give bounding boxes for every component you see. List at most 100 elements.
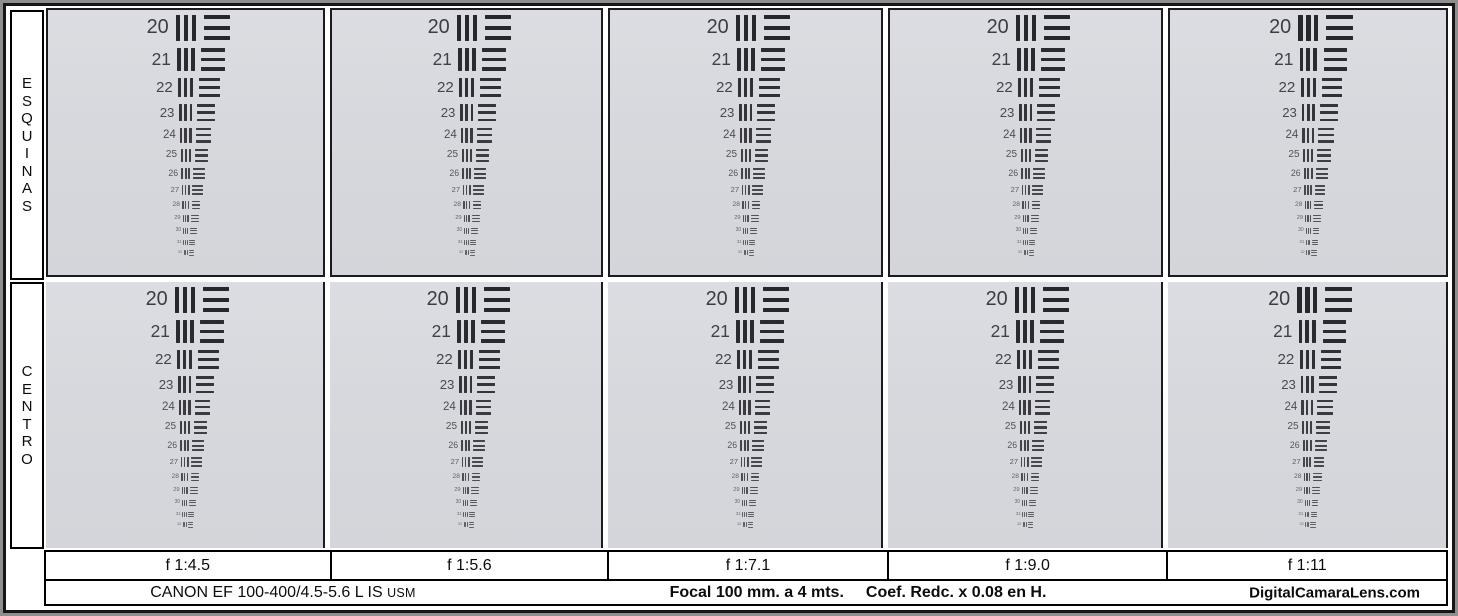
horizontal-bars-group	[191, 457, 202, 467]
vertical-bars-group	[183, 227, 189, 235]
vertical-bar	[1306, 48, 1311, 71]
test-pattern-row: 23	[155, 376, 215, 394]
horizontal-bar	[1323, 67, 1348, 71]
test-pattern-row: 26	[725, 440, 765, 452]
vertical-bar	[188, 376, 192, 394]
vertical-bar	[1020, 149, 1023, 162]
vertical-bar	[1026, 472, 1028, 482]
vertical-bars-group	[183, 250, 188, 256]
vertical-bar	[465, 149, 468, 162]
horizontal-bars-group	[748, 511, 755, 518]
horizontal-bars-group	[762, 287, 790, 313]
horizontal-bar	[189, 239, 196, 241]
vertical-bars-group	[1019, 104, 1033, 122]
vertical-bar	[1306, 104, 1310, 122]
vertical-bar	[1299, 48, 1304, 71]
horizontal-bar	[191, 457, 202, 459]
test-pattern-row: 24	[1281, 399, 1333, 415]
horizontal-bar	[1319, 104, 1338, 108]
test-pattern-row: 26	[165, 440, 205, 452]
horizontal-bars-group	[1033, 168, 1046, 180]
horizontal-bars-group	[470, 499, 477, 507]
horizontal-bar	[1033, 431, 1048, 434]
vertical-bar	[1309, 472, 1311, 482]
horizontal-bar	[474, 421, 489, 424]
horizontal-bar	[753, 177, 766, 180]
row-label-letter: I	[24, 145, 30, 162]
vertical-bars-group	[461, 440, 471, 452]
test-pattern-row: 28	[1010, 472, 1040, 482]
horizontal-bar	[473, 185, 484, 187]
horizontal-bar	[468, 522, 475, 524]
horizontal-bar	[1039, 86, 1060, 90]
pattern-number: 22	[436, 79, 454, 97]
test-pattern-row: 30	[455, 227, 478, 235]
vertical-bar	[467, 457, 470, 467]
vertical-bar	[1305, 214, 1307, 223]
horizontal-bar	[188, 252, 195, 254]
test-pattern-row: 28	[1011, 200, 1041, 210]
vertical-bar	[1023, 486, 1026, 495]
pattern-number: 26	[168, 168, 179, 179]
horizontal-bar	[480, 86, 501, 90]
horizontal-bars-group	[479, 349, 500, 370]
horizontal-bar	[748, 254, 755, 256]
vertical-bar	[1304, 486, 1306, 495]
horizontal-bars-group	[750, 214, 759, 223]
pattern-number: 21	[711, 48, 731, 69]
horizontal-bar	[751, 200, 761, 203]
vertical-bar	[1022, 320, 1027, 343]
vertical-bar	[1303, 168, 1306, 180]
vertical-bar	[1018, 376, 1021, 394]
pattern-number: 27	[1292, 457, 1301, 467]
vertical-bars-group	[739, 127, 752, 143]
vertical-bar	[746, 486, 748, 495]
vertical-bar	[464, 15, 470, 41]
horizontal-bar	[1313, 461, 1325, 463]
test-pattern-row: 31	[1298, 239, 1318, 246]
horizontal-bar	[1031, 207, 1041, 210]
horizontal-bar	[1318, 134, 1334, 137]
test-pattern-row: 30	[1013, 499, 1036, 507]
horizontal-bar	[1032, 189, 1043, 191]
test-pattern-row: 32	[1298, 522, 1316, 528]
horizontal-bar	[755, 134, 772, 137]
pattern-number: 30	[1015, 227, 1022, 234]
vertical-bar	[1015, 15, 1021, 41]
vertical-bar	[186, 499, 188, 507]
horizontal-bars-group	[468, 522, 475, 528]
horizontal-bar	[1036, 390, 1055, 394]
vertical-bars-group	[459, 77, 475, 98]
pattern-number: 27	[1293, 185, 1302, 195]
test-pattern-row: 28	[170, 472, 200, 482]
vertical-bar	[1020, 457, 1023, 467]
pattern-number: 23	[158, 377, 174, 393]
horizontal-bar	[1033, 426, 1048, 429]
horizontal-bar	[1323, 57, 1348, 62]
vertical-bars-group	[1020, 440, 1030, 452]
horizontal-bar	[758, 358, 779, 362]
pattern-number: 21	[432, 48, 452, 69]
vertical-bar	[177, 48, 181, 71]
pattern-number: 22	[1277, 351, 1295, 369]
vertical-bars-group	[742, 511, 747, 518]
horizontal-bar	[753, 172, 766, 175]
photo-cell-esquinas-2: 20 21 22 23 24 25 26 27 28 29 30 31 32	[330, 8, 603, 277]
horizontal-bars-group	[192, 440, 205, 452]
horizontal-bar	[1035, 140, 1052, 143]
pattern-number: 21	[990, 320, 1010, 341]
vertical-bar	[1024, 522, 1025, 528]
horizontal-bar	[1314, 440, 1327, 442]
horizontal-bar	[1322, 339, 1347, 343]
pattern-number: 25	[445, 421, 458, 433]
vertical-bar	[740, 149, 743, 162]
horizontal-bar	[1032, 185, 1043, 187]
vertical-bar	[461, 457, 464, 467]
horizontal-bars-group	[476, 127, 493, 143]
horizontal-bars-group	[751, 200, 761, 210]
vertical-bar	[464, 472, 467, 482]
horizontal-bar	[1030, 217, 1039, 220]
vertical-bar	[462, 185, 465, 195]
horizontal-bar	[748, 513, 755, 515]
horizontal-bar	[470, 505, 477, 507]
